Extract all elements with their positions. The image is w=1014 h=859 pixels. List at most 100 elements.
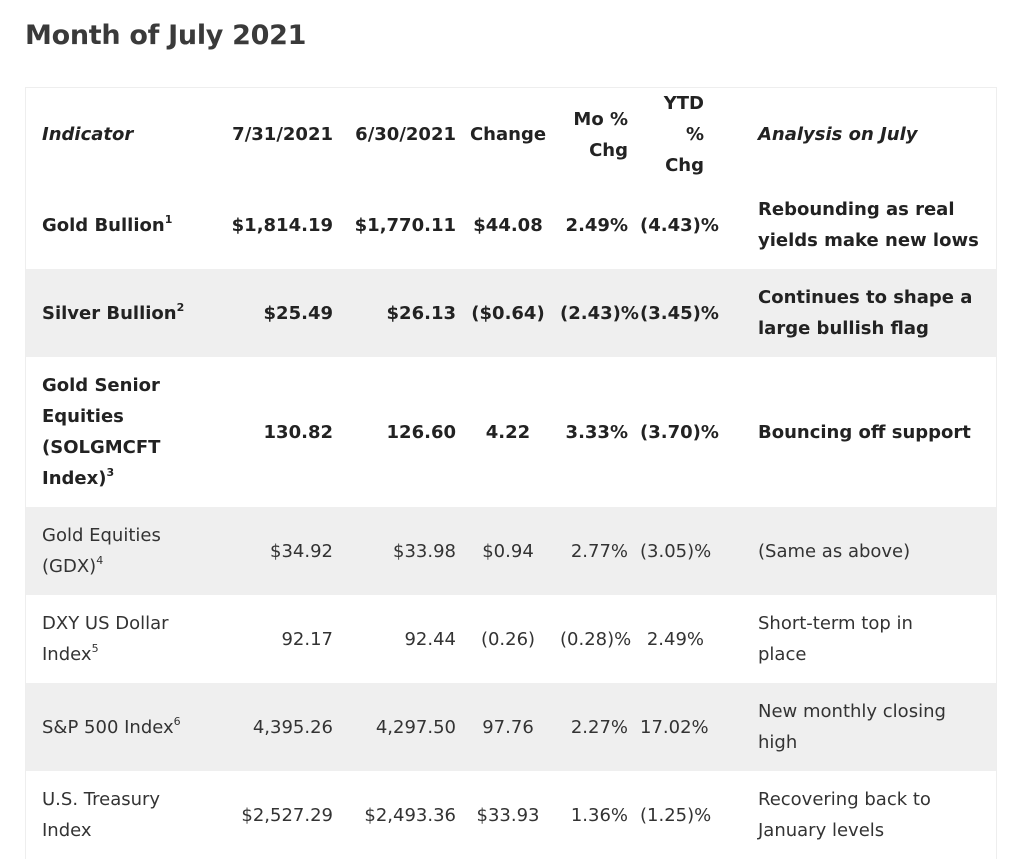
cell-date-current: 4,395.26 — [252, 716, 333, 738]
cell-analysis: Recovering back to January levels — [728, 771, 996, 859]
cell-analysis: Continues to shape a large bullish flag — [728, 269, 996, 357]
indicator-text: (SOLGMCFT — [42, 437, 161, 458]
cell-indicator: Silver Bullion2 — [26, 269, 216, 357]
analysis-line: large bullish flag — [758, 318, 929, 339]
cell-ytd-chg: (3.45)% — [640, 302, 719, 324]
cell-date-current: $1,814.19 — [231, 214, 333, 236]
indicator-text: Index — [42, 644, 92, 665]
cell-date-previous: $26.13 — [386, 302, 456, 324]
table-row: U.S. Treasury Index $2,527.29 $2,493.36 $… — [26, 771, 996, 859]
cell-date-previous: $2,493.36 — [364, 804, 456, 826]
cell-change: (0.26) — [480, 628, 536, 650]
indicator-table: Indicator 7/31/2021 6/30/2021 Change Mo … — [25, 87, 997, 859]
indicator-text: Index — [42, 820, 92, 841]
table-header-row: Indicator 7/31/2021 6/30/2021 Change Mo … — [26, 88, 996, 181]
cell-mo-chg: 2.77% — [570, 540, 628, 562]
indicator-text: S&P 500 Index — [42, 716, 174, 738]
header-mo-line1: Mo % — [573, 108, 628, 130]
cell-change: 4.22 — [485, 421, 531, 443]
cell-change: 97.76 — [482, 716, 534, 738]
cell-date-current: $2,527.29 — [241, 804, 333, 826]
indicator-text: (GDX) — [42, 556, 97, 577]
cell-date-previous: 4,297.50 — [375, 716, 456, 738]
cell-date-previous: 92.44 — [404, 628, 456, 650]
analysis-line: place — [758, 644, 807, 665]
footnote-marker: 2 — [176, 300, 185, 314]
analysis-line: Continues to shape a — [758, 287, 973, 308]
cell-change: ($0.64) — [471, 302, 545, 324]
cell-date-current: 130.82 — [263, 421, 333, 443]
cell-date-previous: 126.60 — [386, 421, 456, 443]
cell-indicator: S&P 500 Index6 — [26, 683, 216, 771]
cell-indicator: U.S. Treasury Index — [26, 771, 216, 859]
table-row: Gold Senior Equities (SOLGMCFT Index)3 130.… — [26, 357, 996, 507]
table-row: S&P 500 Index6 4,395.26 4,297.50 97.76 2… — [26, 683, 996, 771]
header-mo-line2: Chg — [589, 139, 628, 161]
cell-mo-chg: 2.49% — [565, 214, 628, 236]
header-ytd-line2: Chg — [665, 155, 704, 176]
cell-analysis: Short-term top in place — [728, 595, 996, 683]
cell-change: $0.94 — [482, 540, 534, 562]
analysis-line: Rebounding as real — [758, 199, 955, 220]
footnote-marker: 5 — [91, 642, 99, 655]
header-ytd-chg: YTD % Chg — [640, 88, 728, 181]
cell-analysis: New monthly closing high — [728, 683, 996, 771]
indicator-text: U.S. Treasury — [42, 789, 161, 810]
header-analysis: Analysis on July — [758, 124, 918, 145]
cell-analysis: Rebounding as real yields make new lows — [728, 181, 996, 269]
header-mo-chg: Mo % Chg — [560, 88, 640, 181]
footnote-marker: 6 — [173, 714, 181, 728]
analysis-line: Bouncing off support — [758, 421, 971, 443]
analysis-line: Short-term top in — [758, 613, 913, 634]
cell-ytd-chg: (3.70)% — [640, 421, 719, 443]
indicator-text: Gold Equities — [42, 525, 161, 546]
cell-indicator: Gold Bullion1 — [26, 181, 216, 269]
cell-change: $33.93 — [476, 804, 540, 826]
cell-ytd-chg: 17.02% — [640, 716, 709, 738]
cell-date-previous: $33.98 — [393, 540, 456, 562]
page-title: Month of July 2021 — [25, 20, 307, 51]
analysis-line: New monthly closing — [758, 701, 946, 722]
cell-indicator: DXY US Dollar Index5 — [26, 595, 216, 683]
cell-analysis: Bouncing off support — [728, 357, 996, 507]
cell-ytd-chg: (1.25)% — [640, 804, 712, 826]
footnote-marker: 3 — [106, 466, 115, 479]
footnote-marker: 1 — [164, 212, 173, 226]
header-change: Change — [469, 124, 547, 145]
indicator-text: Gold Senior — [42, 375, 160, 396]
indicator-text: Gold Bullion — [42, 214, 165, 236]
cell-indicator: Gold Senior Equities (SOLGMCFT Index)3 — [26, 357, 216, 507]
analysis-line: Recovering back to — [758, 789, 931, 810]
table-row: Gold Bullion1 $1,814.19 $1,770.11 $44.08… — [26, 181, 996, 269]
cell-ytd-chg: 2.49% — [646, 628, 704, 650]
analysis-line: (Same as above) — [758, 540, 911, 562]
header-date-current: 7/31/2021 — [232, 124, 333, 145]
cell-ytd-chg: (3.05)% — [640, 540, 712, 562]
analysis-line: high — [758, 732, 798, 753]
cell-date-previous: $1,770.11 — [354, 214, 456, 236]
header-date-previous: 6/30/2021 — [355, 124, 456, 145]
cell-mo-chg: 3.33% — [565, 421, 628, 443]
header-indicator: Indicator — [42, 124, 134, 145]
cell-mo-chg: (0.28)% — [560, 628, 632, 650]
table-row: Gold Equities (GDX)4 $34.92 $33.98 $0.94 … — [26, 507, 996, 595]
cell-date-current: $34.92 — [270, 540, 333, 562]
indicator-text: DXY US Dollar — [42, 613, 169, 634]
cell-ytd-chg: (4.43)% — [640, 214, 719, 236]
cell-indicator: Gold Equities (GDX)4 — [26, 507, 216, 595]
cell-mo-chg: (2.43)% — [560, 302, 639, 324]
cell-mo-chg: 1.36% — [570, 804, 628, 826]
indicator-text: Index) — [42, 468, 107, 489]
footnote-marker: 4 — [96, 554, 104, 567]
indicator-text: Equities — [42, 406, 124, 427]
cell-date-current: 92.17 — [281, 628, 333, 650]
header-ytd-line1: YTD % — [663, 93, 704, 145]
table-row: DXY US Dollar Index5 92.17 92.44 (0.26) (… — [26, 595, 996, 683]
cell-analysis: (Same as above) — [728, 507, 996, 595]
analysis-line: yields make new lows — [758, 230, 979, 251]
cell-date-current: $25.49 — [263, 302, 333, 324]
table-row: Silver Bullion2 $25.49 $26.13 ($0.64) (2… — [26, 269, 996, 357]
indicator-text: Silver Bullion — [42, 302, 177, 324]
cell-change: $44.08 — [473, 214, 543, 236]
cell-mo-chg: 2.27% — [570, 716, 628, 738]
